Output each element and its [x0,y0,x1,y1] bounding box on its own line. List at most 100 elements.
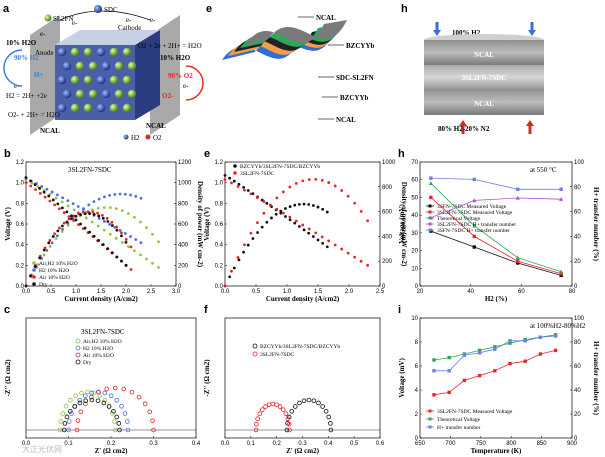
data-point [147,409,153,415]
y2-tick-label: 400 [178,243,189,249]
series-c-2: Air 10% H2O [74,352,156,433]
data-point [428,222,432,226]
y-tick-label: 40 [411,213,418,219]
data-point [316,238,320,242]
data-point [325,210,329,214]
data-point [366,219,369,223]
sphere [109,47,119,57]
layer-label-2: SDC-SL2FN [336,74,374,82]
data-point [260,407,265,412]
y2-tick-label: 80 [574,340,581,346]
panel-label-e: e [204,148,210,160]
y-tick-label: 2 [415,412,419,418]
x-tick-label: 850 [537,441,548,447]
data-point [91,210,95,214]
data-point [301,223,305,227]
x-tick-label: 20 [417,289,424,295]
data-point [92,213,96,216]
data-point [277,404,283,409]
h2-pct-label: 90% H2 [14,54,39,62]
o2-molecule [145,134,151,140]
series-f-1: 3SL2FN-7SDC [252,351,295,433]
data-point [108,232,112,236]
data-point [447,369,451,373]
data-point [428,417,432,421]
data-point [125,427,131,433]
y-tick-label: 1.0 [16,181,25,187]
y-tick-label: 30 [411,231,418,237]
data-point [119,404,124,409]
x-tick-label: 0.3 [298,441,307,447]
data-point [79,213,82,216]
data-point [353,201,357,205]
data-point [89,397,95,403]
data-point [281,190,285,194]
data-point [323,408,329,414]
data-point [134,238,138,241]
data-point [100,213,104,217]
chart-title: 3SL2FN-7SDC [68,166,112,174]
layer-label-electrolyte: 3SL2FN-7SDC [462,74,507,82]
y2-tick-label: 1000 [178,181,192,187]
data-point [523,339,527,343]
data-point [287,427,292,433]
panel-label-c: c [4,304,10,316]
o2-label: O2 [153,134,162,142]
y-tick-label: 0.8 [16,201,25,207]
data-point [307,231,311,235]
data-point [115,255,119,259]
data-point [428,215,433,220]
chart-annotation: at 100%H2-80%H2 [530,322,586,330]
data-point [523,359,527,363]
chart-f: f 0.0 0.1 0.2 0.3 0.4 0.5 0.6 Z' (Ω cm2) -Z'' (Ω … [203,304,385,455]
up-arrow-right-head-icon [526,120,534,126]
data-point [38,256,42,260]
data-point [71,202,75,205]
data-point [53,203,57,207]
data-point [45,187,49,191]
data-point [429,176,433,180]
data-point [151,232,154,236]
data-point [493,369,497,373]
legend-label: H2 10% H2O [83,346,113,352]
legend-marker [75,338,81,344]
data-point [77,397,83,403]
x-tick-label: 2.0 [122,289,131,295]
sphere [57,103,67,113]
data-point [58,207,61,211]
data-point [113,193,117,196]
data-point [43,195,47,199]
legend-label: 3SL2FN-7SDC Measured Voltage [437,409,513,415]
data-point [79,390,84,396]
data-point [327,239,331,243]
data-point [70,214,73,218]
data-point [320,404,325,409]
y2-tick-label: 800 [382,185,393,191]
data-point [559,187,563,191]
data-point [432,393,436,397]
data-point [45,249,49,252]
series-f-0: BZCYYb/3SL2FN-7SDC/BZCYYb [252,343,340,433]
data-point [102,206,106,209]
y-tick-label: 0.6 [16,222,25,228]
data-point [62,211,66,215]
data-point [428,181,433,185]
y-tick-label: 8 [415,340,419,346]
data-point [108,393,114,399]
data-point [32,261,36,265]
data-point [288,218,292,222]
data-point [48,244,52,248]
data-point [538,335,543,339]
data-point [472,198,477,203]
data-point [133,249,136,253]
data-point [298,202,301,206]
data-point [268,203,272,207]
data-point [106,220,110,223]
data-point [51,198,55,202]
layer-labels: NCAL BZCYYb SDC-SL2FN BZCYYb NCAL [298,14,375,124]
panel-label-i: i [398,304,401,316]
series-c-0: Air,H2 10% H2O [57,338,122,433]
y2-tick-label: 60 [574,210,581,216]
x-axis-label: Z' (Ω cm2) [95,447,128,455]
